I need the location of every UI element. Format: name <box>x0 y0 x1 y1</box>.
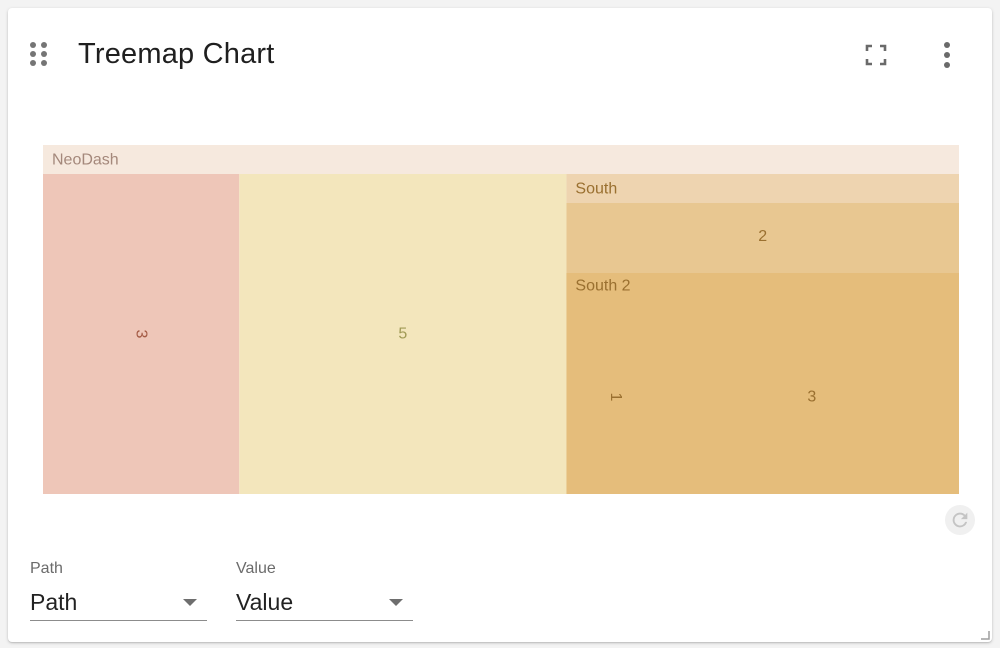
treemap-leaf <box>43 174 240 494</box>
treemap-leaf-label: 2 <box>758 228 767 245</box>
treemap-leaf-label: 5 <box>398 326 407 343</box>
treemap-leaf-label: 3 <box>133 330 150 339</box>
card-title: Treemap Chart <box>78 38 275 70</box>
treemap-group <box>566 273 959 494</box>
value-select-field[interactable]: Value <box>236 584 413 621</box>
treemap-chart: NeoDash 3 5 South 2 South 2 1 3 <box>43 145 959 494</box>
more-options-button[interactable] <box>927 35 967 75</box>
treemap-group-header <box>566 174 959 203</box>
value-select-value: Value <box>236 589 294 615</box>
drag-indicator-icon[interactable] <box>30 42 48 68</box>
more-vert-icon <box>944 42 950 68</box>
path-select-field[interactable]: Path <box>30 584 207 621</box>
value-selector-label: Value <box>236 560 276 577</box>
path-selector[interactable]: Path Path <box>30 560 207 621</box>
chevron-down-icon[interactable] <box>389 599 403 606</box>
path-selector-label: Path <box>30 560 63 577</box>
treemap-root-label: NeoDash <box>52 152 119 169</box>
refresh-icon <box>952 512 968 528</box>
treemap-leaf-label: 3 <box>807 389 816 406</box>
treemap-group-label: South 2 <box>575 278 630 295</box>
resize-handle-icon[interactable] <box>980 630 990 640</box>
treemap-leaf <box>566 203 959 300</box>
fullscreen-button[interactable] <box>856 35 896 75</box>
value-selector[interactable]: Value Value <box>236 560 413 621</box>
treemap-leaf <box>239 174 567 494</box>
fullscreen-icon <box>865 44 887 66</box>
treemap-leaf-label: 1 <box>607 393 624 402</box>
treemap-group-label: South <box>575 181 617 198</box>
refresh-button[interactable] <box>945 505 975 535</box>
path-select-value: Path <box>30 589 78 615</box>
report-card: Treemap Chart NeoDash 3 5 South 2 South 2 1 3 P… <box>8 8 992 642</box>
treemap-root-header <box>43 145 959 174</box>
chevron-down-icon[interactable] <box>183 599 197 606</box>
